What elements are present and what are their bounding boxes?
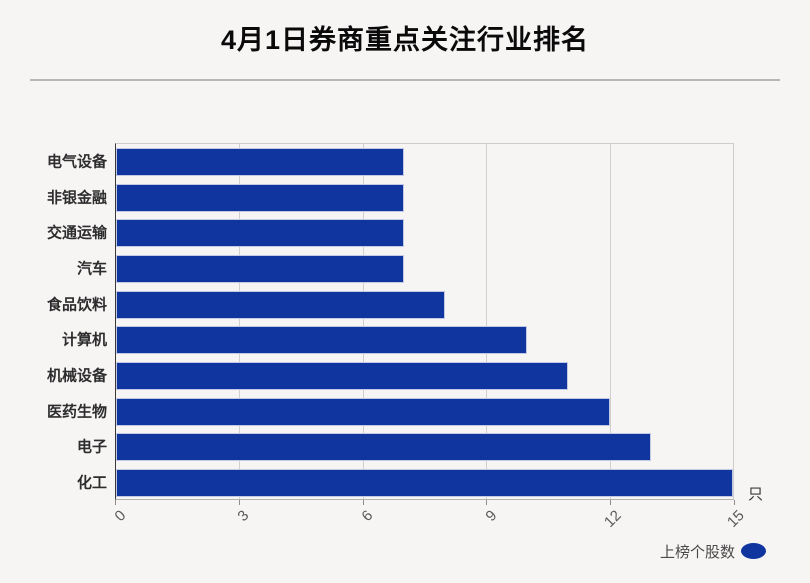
x-tick-label-text: 3 [234,507,253,525]
x-tick-label-text: 15 [724,507,749,531]
y-axis-label-交通运输: 交通运输 [46,224,107,242]
gridline-x-3 [239,144,241,499]
legend-item[interactable]: 上榜个股数 [660,541,767,561]
bar-食品饮料 [116,290,446,319]
bar-机械设备 [116,362,569,391]
bar-row-电子 [116,430,733,466]
bar-汽车 [116,254,404,283]
bar-row-计算机 [116,323,733,359]
y-axis-label-化工: 化工 [76,474,107,492]
y-axis-label-汽车: 汽车 [76,260,107,278]
bar-电气设备 [116,147,404,176]
title-divider [30,79,780,81]
x-tick-label-text: 12 [600,507,625,531]
x-axis: 0 3 6 9 12 15 [111,500,748,550]
x-tick-mark-12 [610,500,612,505]
bar-row-电气设备 [116,144,733,180]
bar-row-非银金融 [116,180,733,216]
x-tick-mark-6 [362,500,364,505]
chart-title: 4月1日券商重点关注行业排名 [220,25,590,55]
bar-计算机 [116,326,528,355]
bar-非银金融 [116,183,404,212]
y-axis-label-机械设备: 机械设备 [46,367,107,385]
bar-医药生物 [116,397,610,426]
bar-row-机械设备 [116,358,733,394]
x-tick-mark-3 [238,500,240,505]
bar-row-医药生物 [116,394,733,430]
x-tick-label-text: 9 [482,507,501,525]
x-tick-mark-9 [486,500,488,505]
legend-label: 上榜个股数 [660,543,736,561]
y-axis-label-非银金融: 非银金融 [46,189,107,207]
gridline-x-9 [486,144,488,499]
legend-marker-icon [741,543,767,559]
y-axis-label-电气设备: 电气设备 [46,153,107,171]
bar-row-汽车 [116,251,733,287]
bar-row-化工 [116,465,733,501]
y-axis-label-医药生物: 医药生物 [46,403,107,421]
gridline-x-12 [609,144,611,499]
y-axis-label-食品饮料: 食品饮料 [46,296,107,314]
x-tick-label-text: 6 [358,507,377,525]
x-axis-unit-label: 只 [748,486,764,503]
x-tick-mark-15 [734,500,735,505]
bar-化工 [116,469,733,498]
bar-row-交通运输 [116,215,733,251]
bar-交通运输 [116,219,404,248]
bar-row-食品饮料 [116,287,733,323]
x-tick-label-text: 0 [111,507,130,525]
gridline-x-6 [362,144,364,499]
y-axis-label-计算机: 计算机 [61,331,107,349]
x-tick-mark-0 [115,500,116,505]
y-axis-labels: 电气设备非银金融交通运输汽车食品饮料计算机机械设备医药生物电子化工 [0,143,107,500]
bar-电子 [116,433,651,462]
plot-area [115,143,734,500]
y-axis-label-电子: 电子 [76,438,107,456]
